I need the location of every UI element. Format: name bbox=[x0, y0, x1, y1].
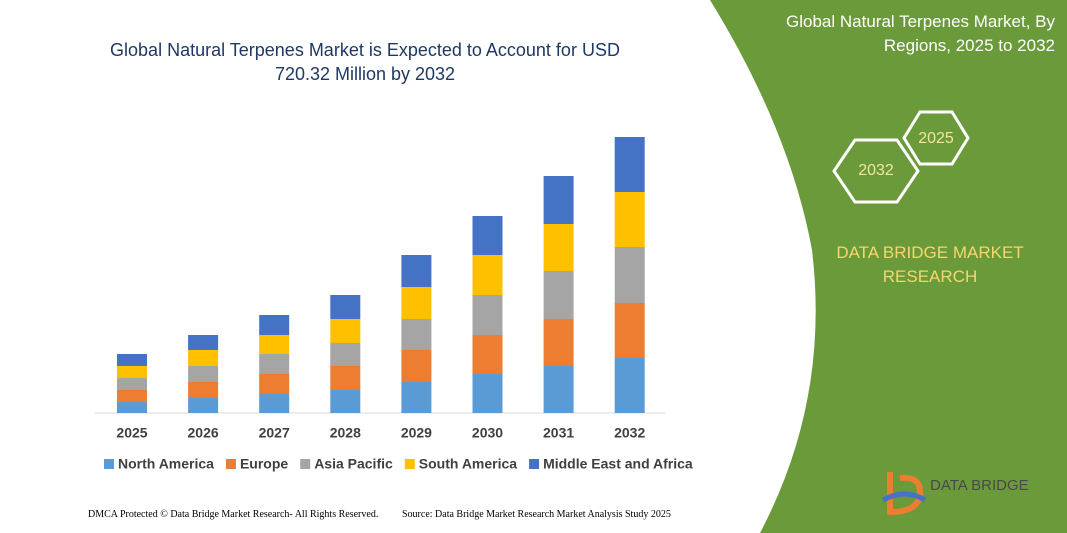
side-title: Global Natural Terpenes Market, By Regio… bbox=[786, 12, 1055, 55]
bar-segment bbox=[401, 255, 432, 287]
logo-text: DATA BRIDGE bbox=[930, 477, 1029, 494]
bar-segment bbox=[330, 319, 361, 343]
bar-segment bbox=[259, 354, 290, 374]
legend-label: North America bbox=[118, 456, 214, 472]
legend-swatch bbox=[529, 459, 540, 469]
bar-segment bbox=[117, 378, 147, 390]
x-tick-label: 2032 bbox=[614, 425, 645, 441]
bar-segment bbox=[543, 176, 574, 224]
hexagon bbox=[832, 138, 920, 204]
bar-segment bbox=[188, 366, 219, 382]
legend-label: Europe bbox=[240, 456, 288, 472]
bar-segment bbox=[401, 350, 432, 382]
bar-segment bbox=[614, 192, 645, 247]
bar-segment bbox=[259, 335, 290, 354]
bar-segment bbox=[188, 350, 219, 366]
bar-segment bbox=[259, 374, 290, 394]
bar-segment bbox=[472, 255, 503, 295]
bar-segment bbox=[614, 358, 645, 413]
bar-segment bbox=[472, 216, 503, 255]
bar-segment bbox=[117, 366, 147, 378]
legend-swatch bbox=[404, 459, 415, 469]
bar-segment bbox=[472, 374, 503, 413]
logo-icon bbox=[887, 472, 924, 516]
legend-label: Asia Pacific bbox=[314, 456, 393, 472]
bar-segment bbox=[543, 271, 574, 319]
bar-segment bbox=[472, 295, 503, 335]
bar-segment bbox=[330, 366, 361, 390]
legend-swatch bbox=[104, 459, 114, 469]
bar-segment bbox=[259, 315, 290, 335]
footer-left: DMCA Protected © Data Bridge Market Rese… bbox=[88, 509, 379, 520]
bar-segment bbox=[401, 319, 432, 350]
bar-segment bbox=[614, 303, 645, 358]
bar-segment bbox=[188, 335, 219, 350]
x-tick-label: 2030 bbox=[472, 425, 503, 441]
footer-right: Source: Data Bridge Market Research Mark… bbox=[402, 509, 671, 520]
bar-segment bbox=[330, 390, 361, 413]
hex-label: 2025 bbox=[918, 130, 954, 147]
bar-segment bbox=[117, 390, 147, 402]
bar-segment bbox=[543, 366, 574, 413]
bar-segment bbox=[401, 287, 432, 319]
legend-swatch bbox=[225, 459, 236, 469]
chart-title: Global Natural Terpenes Market is Expect… bbox=[110, 40, 620, 84]
x-tick-label: 2029 bbox=[401, 425, 432, 441]
bar-segment bbox=[614, 247, 645, 303]
bar-segment bbox=[330, 343, 361, 366]
bar-segment bbox=[188, 382, 219, 398]
hex-label: 2032 bbox=[858, 162, 894, 179]
legend-swatch bbox=[300, 459, 311, 469]
bar-segment bbox=[472, 335, 503, 374]
legend-label: Middle East and Africa bbox=[543, 456, 693, 472]
bar-segment bbox=[543, 224, 574, 271]
legend-label: South America bbox=[419, 456, 517, 472]
x-tick-label: 2025 bbox=[116, 425, 147, 441]
bar-segment bbox=[117, 402, 147, 413]
x-tick-label: 2027 bbox=[259, 425, 290, 441]
logo-icon bbox=[881, 491, 927, 503]
bar-segment bbox=[543, 319, 574, 366]
bar-segment bbox=[614, 137, 645, 192]
hexagon bbox=[902, 110, 970, 166]
bar-segment bbox=[188, 398, 219, 413]
bar-segment bbox=[330, 295, 361, 319]
x-tick-label: 2031 bbox=[543, 425, 574, 441]
bar-segment bbox=[117, 354, 147, 366]
brand-text: DATA BRIDGE MARKET RESEARCH bbox=[836, 243, 1024, 286]
x-tick-label: 2026 bbox=[188, 425, 219, 441]
bar-segment bbox=[259, 394, 290, 413]
x-tick-label: 2028 bbox=[330, 425, 361, 441]
side-panel-bg bbox=[710, 0, 1067, 533]
bar-segment bbox=[401, 382, 432, 413]
